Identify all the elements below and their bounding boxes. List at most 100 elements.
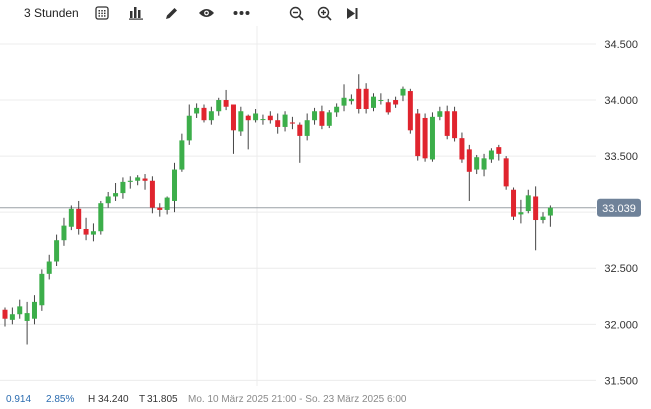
candle-down	[297, 124, 303, 136]
candle-down	[2, 309, 8, 319]
candle-up	[98, 203, 104, 232]
candle-down	[142, 178, 148, 181]
candle-down	[511, 189, 517, 217]
y-tick-label: 32.500	[604, 263, 638, 275]
candle-up	[540, 216, 546, 221]
zoom-out-icon[interactable]	[289, 3, 304, 23]
play-to-end-icon[interactable]	[346, 3, 359, 23]
candle-down	[422, 117, 428, 159]
candle-up	[186, 115, 192, 141]
date-range: Mo. 10 März 2025 21:00 - So. 23 März 202…	[188, 394, 407, 405]
candle-down	[267, 115, 273, 121]
candle-up	[164, 197, 170, 210]
chart-status-bar: 0.914 2.85% H 34.240 T 31.805 Mo. 10 Mär…	[0, 388, 651, 409]
candle-down	[496, 147, 502, 154]
candle-up	[238, 111, 244, 132]
candle-up	[194, 107, 200, 114]
candle-up	[9, 314, 15, 320]
y-tick-label: 33.500	[604, 151, 638, 163]
candle-down	[319, 111, 325, 126]
candle-up	[400, 88, 406, 96]
candle-up	[474, 157, 480, 170]
candle-up	[46, 261, 52, 274]
candle-up	[17, 306, 23, 315]
candle-down	[149, 180, 155, 208]
eye-icon[interactable]	[198, 3, 215, 23]
candle-down	[444, 111, 450, 136]
candle-up	[518, 212, 524, 215]
high-value: 34.240	[98, 394, 129, 405]
candle-up	[68, 208, 74, 227]
low-value: 31.805	[147, 394, 178, 405]
chart-toolbar: 3 Stunden	[0, 0, 651, 26]
change-percent: 2.85%	[46, 394, 75, 405]
candle-up	[341, 97, 347, 106]
candle-up	[24, 313, 30, 321]
candle-down	[385, 102, 391, 113]
candle-down	[363, 88, 369, 109]
candle-up	[253, 113, 259, 121]
zoom-in-icon[interactable]	[317, 3, 332, 23]
candle-down	[223, 100, 229, 107]
change-value: 0.914	[6, 394, 32, 405]
candle-up	[378, 100, 384, 102]
candle-up	[312, 111, 318, 121]
current-price-badge	[597, 198, 641, 217]
timeframe-selector[interactable]: 3 Stunden	[24, 3, 79, 23]
candle-up	[282, 114, 288, 127]
candle-down	[356, 88, 362, 109]
candle-down	[157, 207, 163, 210]
candle-down	[289, 122, 295, 124]
candle-up	[525, 195, 531, 212]
candle-up	[61, 225, 67, 241]
bar-chart-icon[interactable]	[129, 3, 144, 23]
candle-up	[371, 96, 376, 108]
candle-up	[172, 169, 178, 201]
candle-down	[245, 115, 251, 121]
candle-down	[201, 107, 207, 121]
candle-up	[216, 100, 222, 112]
candle-down	[533, 196, 539, 221]
candle-up	[179, 140, 185, 170]
candle-up	[437, 111, 443, 117]
more-dots-icon[interactable]	[233, 3, 250, 23]
y-tick-label: 34.000	[604, 95, 638, 107]
pencil-icon[interactable]	[164, 3, 179, 23]
candle-up	[260, 119, 266, 121]
candle-down	[407, 91, 413, 131]
candle-up	[348, 98, 354, 102]
candle-up	[90, 231, 96, 235]
calendar-grid-icon[interactable]	[95, 3, 109, 23]
candle-down	[452, 111, 458, 139]
candle-up	[488, 150, 494, 160]
candle-up	[113, 193, 119, 197]
candle-down	[76, 208, 82, 229]
candle-up	[39, 273, 45, 306]
candle-down	[275, 120, 281, 127]
candle-up	[135, 177, 141, 181]
candle-down	[466, 149, 472, 172]
candle-up	[120, 181, 126, 194]
high-label: H	[88, 394, 96, 405]
y-tick-label: 31.500	[604, 375, 638, 386]
candle-down	[503, 158, 509, 187]
candle-up	[326, 112, 332, 126]
candle-up	[481, 158, 487, 170]
chart-canvas: 34.50034.00033.50033.00032.50032.00031.5…	[0, 26, 641, 387]
timeframe-label: 3 Stunden	[24, 6, 79, 20]
candle-down	[83, 228, 89, 235]
candle-down	[459, 138, 465, 160]
candle-up	[105, 196, 111, 204]
current-price-label: 33.039	[602, 203, 636, 215]
y-tick-label: 34.500	[604, 39, 638, 51]
candle-up	[334, 106, 340, 113]
candle-up	[208, 111, 214, 121]
candle-up	[127, 180, 133, 182]
candle-up	[54, 240, 60, 262]
candle-down	[393, 100, 399, 105]
candle-down	[415, 113, 421, 157]
candlestick-chart[interactable]: 34.50034.00033.50033.00032.50032.00031.5…	[0, 26, 651, 387]
y-tick-label: 32.000	[604, 319, 638, 331]
candle-up	[429, 116, 435, 160]
candle-up	[31, 301, 37, 319]
